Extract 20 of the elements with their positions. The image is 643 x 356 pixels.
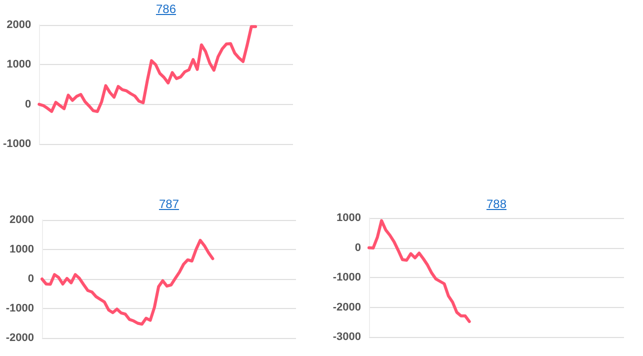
chart-title: 787 (158, 197, 180, 211)
y-tick-label: -3000 (332, 331, 361, 343)
y-tick-label: -1000 (6, 302, 34, 314)
y-tick-label: -2000 (6, 332, 34, 344)
y-tick-label: 1000 (10, 244, 34, 256)
y-tick-label: 1000 (336, 212, 361, 224)
y-tick-label: 0 (28, 273, 34, 285)
line-series (40, 238, 214, 326)
y-tick-label: 1000 (6, 58, 32, 71)
line-series (38, 25, 258, 113)
y-tick-label: -1000 (2, 138, 32, 150)
y-tick-label: -2000 (332, 301, 361, 314)
y-tick-label: 0 (354, 242, 361, 254)
y-tick-label: 0 (25, 98, 32, 110)
y-tick-label: -1000 (332, 272, 361, 284)
chart-title: 786 (154, 2, 178, 16)
y-tick-label: 2000 (10, 214, 34, 226)
y-tick-label: 2000 (6, 19, 32, 31)
chart-title: 788 (485, 197, 508, 211)
line-series (368, 219, 471, 324)
